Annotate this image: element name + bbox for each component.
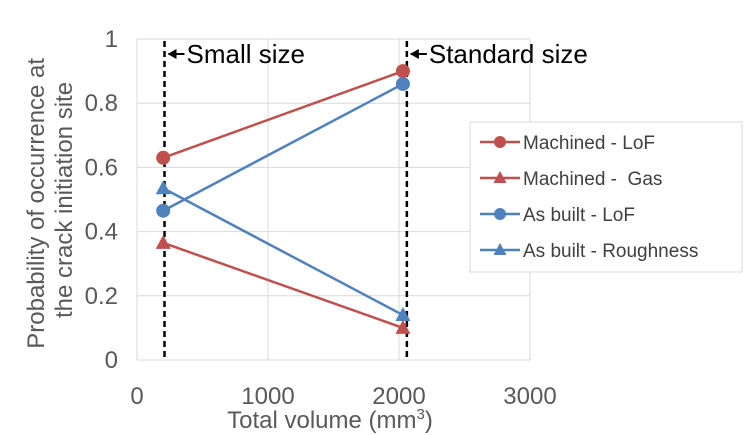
grid [136, 38, 531, 361]
legend: Machined - LoF Machined - Gas As built - L… [469, 121, 743, 273]
data-point [395, 319, 411, 334]
axis-ticks: 0 0.2 0.4 0.6 0.8 1 0 1000 2000 3000 [85, 26, 557, 410]
legend-box [469, 121, 743, 273]
y-tick-label: 0.4 [85, 219, 118, 246]
legend-swatch-marker [493, 243, 507, 255]
legend-label: As built - LoF [523, 205, 635, 226]
legend-swatch-marker [493, 171, 507, 183]
legend-swatch-marker [494, 208, 506, 220]
y-tick-label: 0.8 [85, 90, 118, 117]
y-axis-title: Probability of occurrence at the crack i… [23, 51, 78, 348]
reference-line-label: Standard size [429, 39, 588, 69]
series-line [162, 187, 404, 317]
series-line [162, 82, 404, 212]
legend-swatch-marker [494, 136, 506, 148]
x-tick-label: 1000 [241, 383, 294, 410]
y-tick-label: 1 [105, 26, 118, 53]
data-point [395, 64, 410, 79]
data-point [155, 234, 171, 249]
data-point [156, 203, 171, 218]
data-point [155, 180, 171, 195]
x-tick-label: 2000 [372, 383, 425, 410]
reference-line-label: Small size [187, 39, 305, 69]
series-line [162, 241, 404, 330]
annotation-arrowhead [409, 49, 419, 59]
legend-label: Machined - Gas [523, 169, 662, 190]
y-tick-label: 0.6 [85, 154, 118, 181]
y-axis-title-line-2: the crack initiation site [51, 82, 78, 318]
x-tick-label: 0 [130, 383, 143, 410]
annotation-arrowhead [167, 49, 177, 59]
y-tick-label: 0.2 [85, 283, 118, 310]
series-group [155, 64, 411, 334]
y-tick-label: 0 [105, 347, 118, 374]
legend-label: Machined - LoF [523, 133, 655, 154]
series-line [162, 69, 404, 159]
data-point [395, 76, 410, 91]
x-tick-label: 3000 [503, 383, 556, 410]
y-axis-title-line-1: Probability of occurrence at [23, 58, 50, 349]
data-point [156, 150, 171, 165]
legend-label: As built - Roughness [523, 241, 698, 262]
reference-lines: Small size Standard size [163, 39, 588, 360]
x-axis-title: Total volume (mm3) [227, 406, 433, 434]
data-point [395, 307, 411, 322]
